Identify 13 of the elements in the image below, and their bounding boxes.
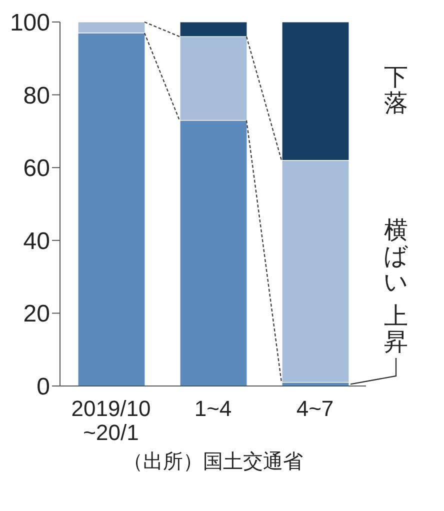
series-label: 上昇 bbox=[383, 303, 409, 356]
x-tick-label: 1~4 bbox=[194, 396, 232, 421]
x-tick-label: 2019/10 ~20/1 bbox=[71, 396, 151, 445]
text: （出所）国土交通省 bbox=[122, 450, 304, 475]
y-tick-label: 100 bbox=[10, 10, 50, 37]
series-label: 横ばい bbox=[383, 217, 409, 296]
y-tick-label: 0 bbox=[36, 374, 50, 401]
y-tick-label: 60 bbox=[23, 155, 50, 182]
series-label: 下落 bbox=[383, 64, 409, 118]
x-tick-label: 4~7 bbox=[296, 396, 334, 421]
y-tick-label: 40 bbox=[23, 228, 50, 255]
y-tick-label: 80 bbox=[23, 82, 50, 110]
y-tick-label: 20 bbox=[23, 300, 50, 328]
